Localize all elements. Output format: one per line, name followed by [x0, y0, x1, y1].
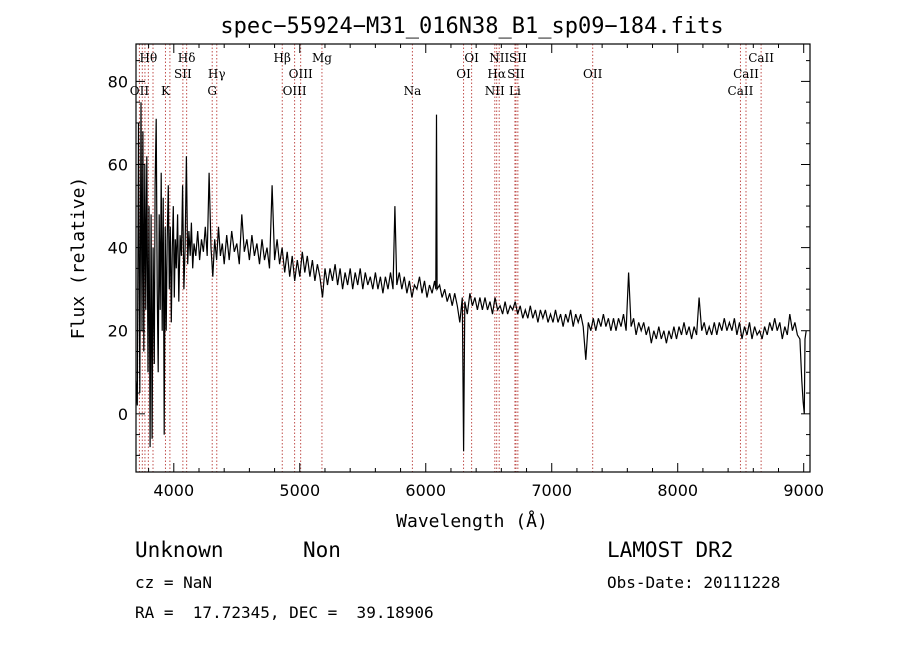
spectral-line-label: OII: [583, 67, 603, 81]
spectral-line-label: G: [207, 84, 217, 98]
spectral-line-label: K: [161, 84, 171, 98]
x-tick-label: 7000: [531, 481, 572, 500]
y-tick-label: 0: [118, 405, 128, 424]
spectral-line-label: OI: [464, 51, 479, 65]
spectral-line-label: Hα: [487, 67, 506, 81]
x-tick-label: 4000: [153, 481, 194, 500]
spectral-line-label: SII: [509, 51, 527, 65]
spectral-line-label: Hθ: [139, 51, 157, 65]
object-class: Non: [303, 538, 341, 562]
x-tick-label: 5000: [279, 481, 320, 500]
y-tick-label: 80: [108, 72, 128, 91]
spectral-line-label: OII: [130, 84, 150, 98]
obs-date: Obs-Date: 20111228: [607, 573, 781, 592]
spectral-line-label: Na: [404, 84, 422, 98]
spectral-line-label: SII: [507, 67, 525, 81]
spectrum-line: [135, 102, 807, 452]
spectral-line-label: CaII: [728, 84, 754, 98]
spectral-line-label: Li: [509, 84, 521, 98]
y-tick-label: 40: [108, 239, 128, 258]
y-axis-label: Flux (relative): [68, 177, 89, 340]
spectral-line-label: OIII: [289, 67, 313, 81]
spectral-line-label: OIII: [283, 84, 307, 98]
spectral-line-label: SII: [174, 67, 192, 81]
y-tick-label: 20: [108, 322, 128, 341]
spectral-line-label: Hβ: [274, 51, 291, 65]
spectral-line-label: NII: [485, 84, 505, 98]
y-axis-ticks: 0 20 40 60 80: [108, 60, 810, 456]
object-name: Unknown: [135, 538, 224, 562]
plot-frame: [135, 43, 811, 473]
chart-title: spec−55924−M31_016N38_B1_sp09−184.fits: [220, 14, 723, 39]
ra-dec: RA = 17.72345, DEC = 39.18906: [135, 603, 434, 622]
spectral-line-label: Hδ: [178, 51, 196, 65]
spectral-line-label: CaII: [733, 67, 759, 81]
spectral-line-markers: [138, 44, 762, 472]
spectral-line-label: CaII: [748, 51, 774, 65]
x-tick-label: 8000: [657, 481, 698, 500]
spectral-line-label: Hγ: [208, 67, 226, 81]
x-axis-ticks: 4000 5000 6000 7000 8000 9000: [148, 44, 824, 500]
redshift-cz: cz = NaN: [135, 573, 213, 592]
x-tick-label: 6000: [405, 481, 446, 500]
spectral-line-label: NII: [489, 51, 509, 65]
x-tick-label: 9000: [783, 481, 824, 500]
x-axis-label: Wavelength (Å): [396, 510, 548, 532]
spectral-line-label: Mg: [312, 51, 332, 65]
survey-name: LAMOST DR2: [607, 538, 734, 562]
spectral-line-labels: OIIHθKSIIHδGHγHβOIIIOIIIMgNaOIOINIIHαNII…: [130, 51, 775, 98]
spectral-line-label: OI: [456, 67, 471, 81]
y-tick-label: 60: [108, 156, 128, 175]
